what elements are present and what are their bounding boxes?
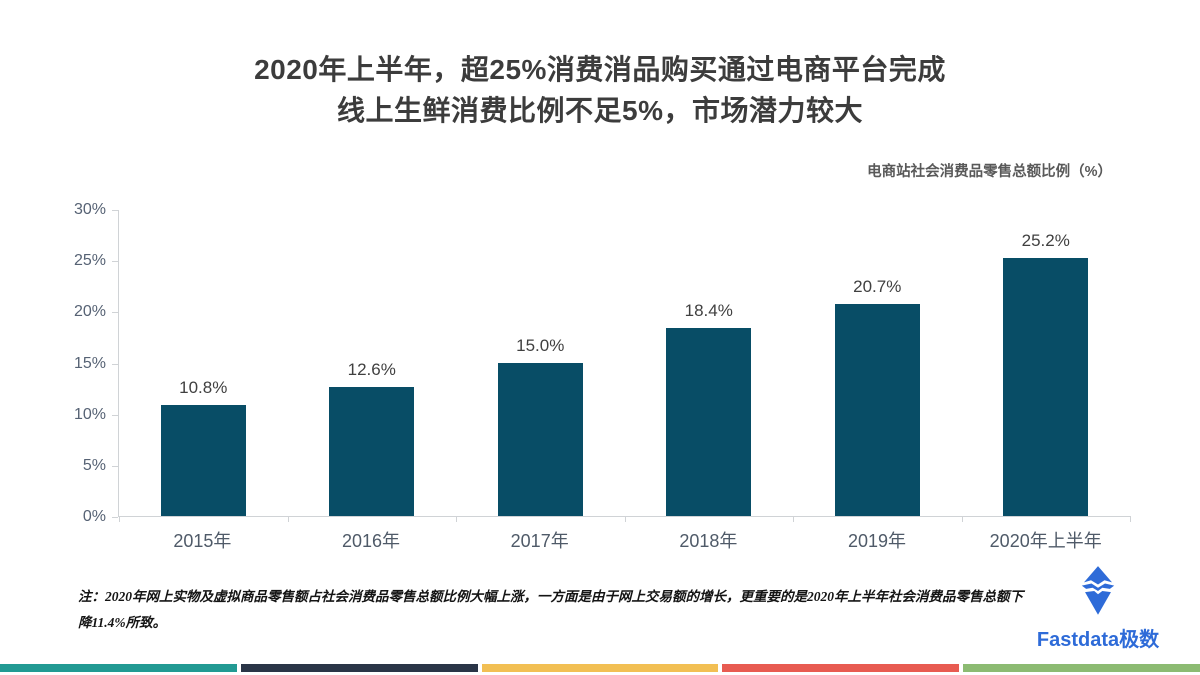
bar-slot: 15.0% (456, 210, 625, 516)
bar-slot: 25.2% (962, 210, 1131, 516)
y-tick-label: 15% (73, 354, 106, 372)
x-tick-label: 2016年 (341, 531, 401, 551)
x-tick-mark (287, 516, 289, 522)
y-tick-label: 0% (82, 508, 106, 525)
bar (1003, 258, 1089, 516)
page-title-line2: 线上生鲜消费比例不足5%，市场潜力较大 (337, 94, 863, 126)
plot-area: 10.8% 12.6% 15.0% 18.4% 20.7% 25.2% (118, 210, 1131, 522)
y-tick-label: 10% (73, 405, 106, 423)
footer-color-stripe (0, 664, 1200, 672)
bar-slot: 12.6% (288, 210, 457, 516)
fastdata-logo: Fastdata极数 (1034, 566, 1162, 652)
y-tick-label: 30% (73, 201, 106, 218)
bar (834, 304, 920, 516)
x-tick-label: 2018年 (679, 531, 738, 551)
y-tick-mark (112, 465, 118, 467)
y-tick-mark (112, 210, 118, 211)
bar-slot: 20.7% (793, 210, 962, 516)
x-axis-labels: 2015年 2016年 2017年 2018年 2019年 2020年上半年 (118, 527, 1130, 553)
stripe-segment (963, 664, 1200, 672)
bar-value-label: 25.2% (1021, 231, 1070, 251)
bar (329, 387, 415, 516)
x-tick-mark (119, 516, 120, 522)
bar (497, 362, 583, 516)
x-tick-label: 2017年 (510, 531, 569, 551)
y-tick-label: 20% (73, 303, 106, 321)
x-tick-label: 2020年上半年 (989, 531, 1102, 551)
bars-container: 10.8% 12.6% 15.0% 18.4% 20.7% 25.2% (119, 210, 1130, 516)
bar-value-label: 18.4% (684, 300, 733, 320)
fastdata-logo-text: Fastdata极数 (1036, 629, 1160, 651)
bar (160, 405, 246, 516)
x-tick-mark (1130, 516, 1131, 522)
x-tick-mark (456, 516, 457, 522)
footnote: 注：2020年网上实物及虚拟商品零售额占社会消费品零售总额比例大幅上涨，一方面是… (78, 589, 1023, 630)
stripe-segment (0, 664, 237, 672)
bar-value-label: 20.7% (853, 277, 902, 297)
x-tick-mark (624, 516, 626, 522)
bar (666, 327, 752, 516)
y-tick-mark (112, 312, 118, 314)
y-tick-mark (112, 414, 118, 416)
stripe-segment (240, 664, 478, 672)
y-tick-label: 25% (73, 252, 106, 270)
x-tick-label: 2015年 (173, 531, 232, 551)
bar-chart: 30% 25% 20% 15% 10% 5% 0% 10.8% 12.6% 15.0% 18.4%… (38, 201, 1131, 551)
x-tick-mark (961, 516, 963, 522)
page-title: 2020年上半年，超25%消费消品购买通过电商平台完成 线上生鲜消费比例不足5%… (0, 50, 1200, 131)
chart-legend-label: 电商站社会消费品零售总额比例（%） (867, 164, 1112, 180)
bar-slot: 10.8% (119, 210, 288, 516)
x-tick-mark (793, 516, 794, 522)
y-tick-mark (112, 261, 118, 263)
page-title-line1: 2020年上半年，超25%消费消品购买通过电商平台完成 (254, 54, 946, 85)
y-tick-mark (112, 363, 118, 365)
bar-value-label: 12.6% (347, 360, 396, 380)
x-tick-label: 2019年 (848, 531, 907, 551)
stripe-segment (481, 664, 719, 672)
iceberg-icon (1081, 566, 1115, 615)
bar-value-label: 15.0% (516, 335, 565, 355)
stripe-segment (722, 664, 960, 672)
y-tick-mark (112, 517, 118, 518)
bar-slot: 18.4% (625, 210, 794, 516)
bar-value-label: 10.8% (179, 378, 228, 398)
y-tick-label: 5% (82, 456, 106, 474)
